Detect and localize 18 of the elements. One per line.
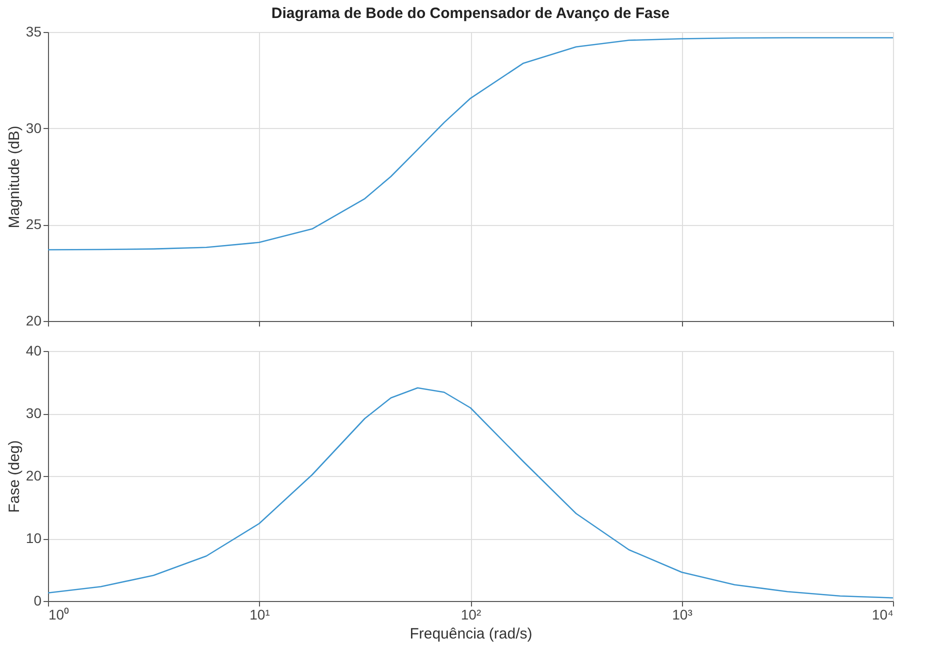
x-axis-title: Frequência (rad/s) [410, 626, 532, 642]
y-tick-label: 10 [26, 530, 42, 546]
y-tick-label: 25 [26, 216, 42, 232]
y-tick-label: 0 [34, 592, 42, 608]
y-tick-label: 30 [26, 120, 42, 136]
y-axis-title: Fase (deg) [6, 440, 23, 513]
y-tick-label: 40 [26, 342, 42, 358]
y-tick-label: 20 [26, 468, 42, 484]
x-tick-label: 10² [460, 606, 482, 622]
y-tick-label: 35 [26, 24, 42, 40]
y-axis-title: Magnitude (dB) [6, 126, 23, 228]
x-tick-label: 10¹ [250, 606, 270, 622]
chart-title: Diagrama de Bode do Compensador de Avanço de Fase [271, 5, 670, 22]
x-tick-label: 10⁰ [48, 606, 70, 622]
x-tick-label: 10⁴ [872, 606, 894, 622]
y-tick-label: 30 [26, 405, 42, 421]
x-tick-label: 10³ [672, 606, 693, 622]
y-tick-label: 20 [26, 312, 42, 328]
